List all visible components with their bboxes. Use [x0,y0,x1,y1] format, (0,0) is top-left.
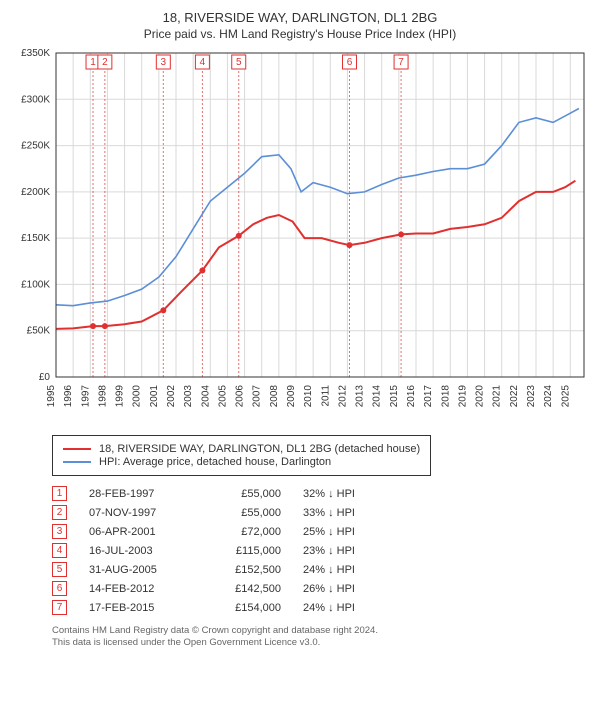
transaction-row: 6 14-FEB-2012 £142,500 26% ↓ HPI [52,581,588,596]
transaction-marker: 5 [52,562,67,577]
svg-text:2008: 2008 [269,385,280,408]
transaction-marker: 2 [52,505,67,520]
svg-text:2: 2 [102,57,108,68]
transaction-row: 7 17-FEB-2015 £154,000 24% ↓ HPI [52,600,588,615]
chart-title-line1: 18, RIVERSIDE WAY, DARLINGTON, DL1 2BG [12,10,588,25]
svg-text:2004: 2004 [200,385,211,408]
legend-label: 18, RIVERSIDE WAY, DARLINGTON, DL1 2BG (… [99,443,420,455]
transaction-vs-hpi: 24% ↓ HPI [303,564,413,576]
svg-text:2013: 2013 [355,385,366,408]
transaction-price: £72,000 [211,526,281,538]
transaction-date: 17-FEB-2015 [89,602,189,614]
legend-item: HPI: Average price, detached house, Darl… [63,456,420,468]
line-chart-svg: £0 £50K £100K £150K £200K £250K £300K £350K 1995… [12,47,588,427]
svg-text:2021: 2021 [492,385,503,408]
transaction-row: 5 31-AUG-2005 £152,500 24% ↓ HPI [52,562,588,577]
legend-swatch [63,461,91,463]
svg-text:2019: 2019 [457,385,468,408]
transaction-row: 2 07-NOV-1997 £55,000 33% ↓ HPI [52,505,588,520]
transaction-vs-hpi: 26% ↓ HPI [303,583,413,595]
chart-plot-area: £0 £50K £100K £150K £200K £250K £300K £350K 1995… [12,47,588,427]
footer-line1: Contains HM Land Registry data © Crown c… [52,625,588,637]
svg-text:2014: 2014 [372,385,383,408]
transaction-price: £142,500 [211,583,281,595]
svg-text:2023: 2023 [526,385,537,408]
svg-text:2006: 2006 [235,385,246,408]
svg-text:1996: 1996 [63,385,74,408]
transaction-date: 06-APR-2001 [89,526,189,538]
svg-text:2012: 2012 [337,385,348,408]
svg-text:£100K: £100K [21,279,50,290]
svg-text:2000: 2000 [132,385,143,408]
transaction-vs-hpi: 32% ↓ HPI [303,488,413,500]
transactions-table: 1 28-FEB-1997 £55,000 32% ↓ HPI 2 07-NOV-1997… [52,486,588,615]
svg-text:5: 5 [236,57,242,68]
svg-text:2018: 2018 [440,385,451,408]
svg-text:6: 6 [347,57,353,68]
svg-text:2017: 2017 [423,385,434,408]
chart-container: 18, RIVERSIDE WAY, DARLINGTON, DL1 2BG P… [0,0,600,656]
transaction-price: £55,000 [211,488,281,500]
svg-text:£350K: £350K [21,48,50,59]
svg-text:£150K: £150K [21,233,50,244]
svg-text:2003: 2003 [183,385,194,408]
svg-text:1998: 1998 [97,385,108,408]
transaction-vs-hpi: 33% ↓ HPI [303,507,413,519]
transaction-price: £152,500 [211,564,281,576]
transaction-vs-hpi: 23% ↓ HPI [303,545,413,557]
transaction-price: £115,000 [211,545,281,557]
legend-swatch [63,448,91,450]
svg-text:4: 4 [200,57,206,68]
footer-line2: This data is licensed under the Open Gov… [52,637,588,649]
transaction-row: 3 06-APR-2001 £72,000 25% ↓ HPI [52,524,588,539]
svg-text:2011: 2011 [320,385,331,407]
svg-text:1: 1 [90,57,96,68]
svg-text:2001: 2001 [149,385,160,408]
transaction-marker: 1 [52,486,67,501]
svg-text:7: 7 [398,57,404,68]
transaction-marker: 4 [52,543,67,558]
svg-text:2005: 2005 [217,385,228,408]
legend-label: HPI: Average price, detached house, Darl… [99,456,331,468]
transaction-date: 16-JUL-2003 [89,545,189,557]
transaction-date: 31-AUG-2005 [89,564,189,576]
transaction-vs-hpi: 24% ↓ HPI [303,602,413,614]
svg-text:3: 3 [161,57,167,68]
svg-text:1995: 1995 [46,385,57,408]
legend-item: 18, RIVERSIDE WAY, DARLINGTON, DL1 2BG (… [63,443,420,455]
svg-text:2015: 2015 [389,385,400,408]
transaction-date: 28-FEB-1997 [89,488,189,500]
transaction-marker: 3 [52,524,67,539]
transaction-marker: 7 [52,600,67,615]
svg-text:2016: 2016 [406,385,417,408]
transaction-price: £55,000 [211,507,281,519]
footer-attribution: Contains HM Land Registry data © Crown c… [52,625,588,650]
svg-text:2024: 2024 [543,385,554,408]
svg-text:2010: 2010 [303,385,314,408]
transaction-date: 07-NOV-1997 [89,507,189,519]
svg-text:£50K: £50K [27,326,51,337]
svg-text:2002: 2002 [166,385,177,408]
chart-title-line2: Price paid vs. HM Land Registry's House … [12,27,588,41]
svg-text:£250K: £250K [21,141,50,152]
svg-text:£200K: £200K [21,187,50,198]
svg-text:£0: £0 [39,372,51,383]
transaction-row: 4 16-JUL-2003 £115,000 23% ↓ HPI [52,543,588,558]
transaction-price: £154,000 [211,602,281,614]
transaction-marker: 6 [52,581,67,596]
transaction-date: 14-FEB-2012 [89,583,189,595]
transaction-row: 1 28-FEB-1997 £55,000 32% ↓ HPI [52,486,588,501]
svg-text:1999: 1999 [115,385,126,408]
legend: 18, RIVERSIDE WAY, DARLINGTON, DL1 2BG (… [52,435,431,476]
svg-text:2009: 2009 [286,385,297,408]
transaction-vs-hpi: 25% ↓ HPI [303,526,413,538]
svg-text:2025: 2025 [560,385,571,408]
svg-text:2022: 2022 [509,385,520,408]
svg-text:2007: 2007 [252,385,263,408]
svg-text:£300K: £300K [21,94,50,105]
svg-text:2020: 2020 [475,385,486,408]
svg-text:1997: 1997 [80,385,91,408]
